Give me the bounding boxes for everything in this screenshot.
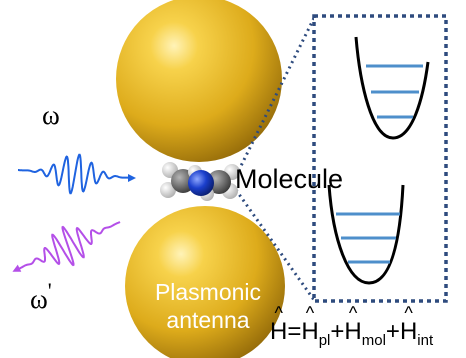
incident-frequency-label: ω [42,100,60,131]
hydrogen-atom [160,182,176,198]
plasmonic-antenna-label: Plasmonic antenna [154,279,262,333]
pl-subscript: pl [318,332,331,349]
lower-potential-curve [327,184,405,285]
hamiltonian-int-symbol: H [400,318,417,346]
molecule-model [160,162,240,201]
omega-symbol: ω [42,100,60,130]
hamiltonian-mol-symbol: H [344,318,361,346]
hamiltonian-equation: H=Hpl+Hmol+Hint [270,318,433,349]
zoom-line-bottom [234,189,316,301]
outgoing-wave-packet [12,221,121,272]
upper-potential-well [354,36,430,140]
plus-sign: + [385,318,400,345]
scattered-frequency-label: ω' [30,278,52,315]
incoming-wave-packet [18,153,136,195]
equals-sign: = [287,318,302,345]
upper-potential-curve [354,36,430,140]
nitrogen-atom [188,170,214,196]
int-subscript: int [417,332,434,349]
molecule-label: Molecule [235,164,344,194]
mol-subscript: mol [361,332,386,349]
top-gold-sphere [116,0,282,162]
lower-potential-well [327,184,405,285]
zoom-box [312,14,448,303]
omega-prime-symbol: ω [30,284,48,314]
plus-sign: + [330,318,345,345]
prime-mark: ' [47,278,52,303]
hamiltonian-total-symbol: H [270,318,287,346]
bottom-gold-sphere [125,206,285,358]
hamiltonian-pl-symbol: H [301,318,318,346]
